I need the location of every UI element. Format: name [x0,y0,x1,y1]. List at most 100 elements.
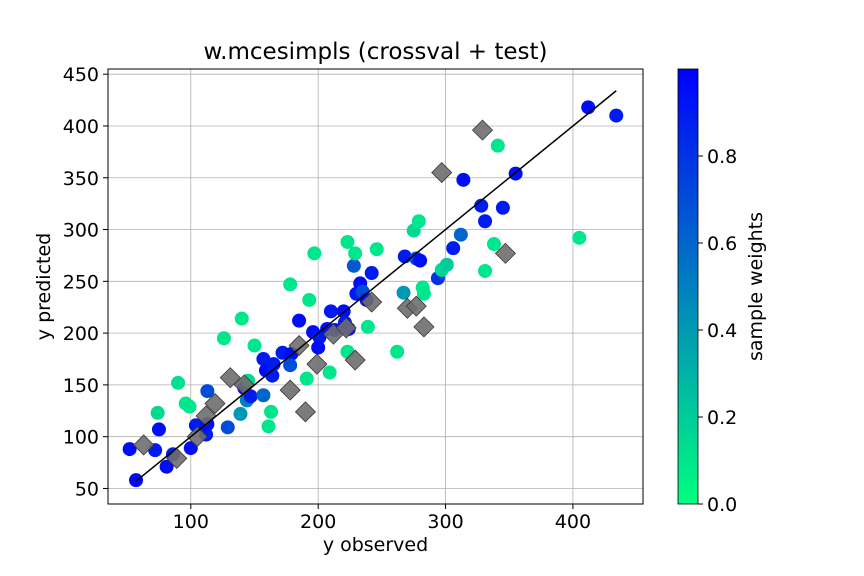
crossval-point [478,263,493,278]
crossval-point [265,368,280,383]
crossval-point [322,365,337,380]
crossval-point [490,138,505,153]
test-point [413,316,435,338]
crossval-point [390,344,405,359]
y-tick-label: 450 [63,64,99,86]
crossval-point [411,214,426,229]
test-point [219,367,241,389]
crossval-point [247,338,262,353]
crossval-point [572,230,587,245]
colorbar-tick-label: 0.8 [707,146,737,168]
crossval-point [396,285,411,300]
colorbar-tick-label: 0.4 [707,320,737,342]
x-axis-ticks: 100 200 300 400 [173,504,591,533]
crossval-point [456,172,471,187]
crossval-point [416,286,431,301]
crossval-point [243,389,258,404]
test-point [494,242,516,264]
crossval-point [360,319,375,334]
crossval-point [495,200,510,215]
y-tick-label: 350 [63,168,99,190]
x-tick-label: 200 [300,511,336,533]
crossval-point [369,242,384,257]
test-point [471,119,494,141]
colorbar-gradient [677,68,699,505]
crossval-point [122,442,137,457]
crossval-point [159,459,174,474]
crossval-point [413,253,428,268]
crossval-point [233,406,248,421]
y-tick-label: 100 [63,427,99,449]
test-point [294,401,317,423]
x-tick-label: 400 [555,511,591,533]
crossval-point [340,234,355,249]
y-tick-label: 150 [63,375,99,397]
test-point [344,349,366,371]
x-axis-label: y observed [323,534,428,556]
test-point [361,291,383,313]
crossval-point [299,371,314,386]
crossval-point [220,420,235,435]
test-point [288,334,310,357]
colorbar-tick-label: 0.6 [707,233,737,255]
plot-frame [107,68,644,505]
y-tick-label: 50 [75,478,99,500]
y-tick-label: 200 [63,323,99,345]
crossval-point [261,419,276,434]
colorbar-tick-label: 0.2 [707,407,737,429]
test-point [133,434,155,456]
y-axis-ticks: 50 100 150 200 250 300 350 400 450 [63,64,108,500]
x-tick-label: 300 [427,511,463,533]
test-point [166,447,188,469]
crossval-point [256,388,271,403]
test-point [186,426,208,448]
crossval-point [486,237,501,252]
identity-line [135,90,617,482]
crossval-point [581,100,596,115]
crossval-point [234,311,249,326]
crossval-point [200,384,215,399]
colorbar-label: sample weights [745,212,767,361]
crossval-point [302,292,317,307]
crossval-point [283,277,298,292]
crossval-point [348,246,363,261]
crossval-point [283,358,298,373]
crossval-point [323,304,338,319]
crossval-point [311,340,326,355]
x-tick-label: 100 [173,511,209,533]
crossval-point [150,405,165,420]
crossval-point [171,375,186,390]
crossval-point [182,399,197,414]
test-point [306,353,328,375]
colorbar-ticks: 0.0 0.2 0.4 0.6 0.8 [698,146,737,516]
crossval-point [609,108,624,123]
crossval-point [151,422,166,437]
test-point [405,295,427,317]
y-tick-label: 250 [63,271,99,293]
y-tick-label: 300 [63,220,99,242]
crossval-point [307,246,322,261]
crossval-point [478,214,493,229]
crossval-point [453,227,468,242]
crossval-point [129,473,144,488]
y-axis-label: y predicted [33,233,55,340]
crossval-point [183,441,198,456]
crossval-point [474,198,489,213]
test-point [431,162,453,184]
test-point [204,392,226,415]
crossval-point [216,331,231,346]
crossval-point [439,257,454,272]
crossval-point [264,404,279,419]
crossval-point [292,313,307,328]
colorbar: 0.0 0.2 0.4 0.6 0.8 sample weights [677,68,767,516]
colorbar-tick-label: 0.0 [707,494,737,516]
crossval-point [446,241,461,256]
crossval-point [266,357,281,372]
crossval-point [364,266,379,281]
chart-title: w.mcesimpls (crossval + test) [203,39,547,65]
y-tick-label: 400 [63,116,99,138]
points-layer [122,100,624,488]
test-point [335,317,357,339]
crossval-point [346,258,361,273]
